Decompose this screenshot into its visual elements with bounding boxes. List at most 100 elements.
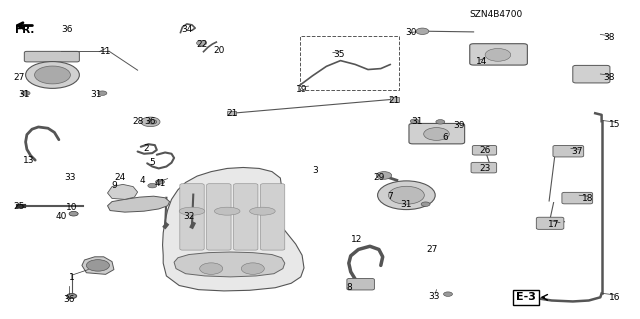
FancyBboxPatch shape — [234, 184, 258, 250]
Text: 33: 33 — [65, 173, 76, 182]
Ellipse shape — [179, 207, 205, 215]
Circle shape — [67, 294, 76, 298]
Text: 38: 38 — [604, 73, 615, 82]
Text: 18: 18 — [582, 194, 593, 203]
Circle shape — [416, 28, 429, 34]
Circle shape — [148, 120, 157, 124]
Circle shape — [26, 62, 79, 88]
Text: 30: 30 — [405, 28, 417, 37]
Circle shape — [241, 263, 264, 274]
Polygon shape — [82, 257, 114, 274]
Text: 13: 13 — [23, 156, 35, 165]
Text: 15: 15 — [609, 120, 620, 129]
FancyBboxPatch shape — [573, 65, 610, 83]
Text: 6: 6 — [442, 133, 447, 142]
Polygon shape — [163, 167, 304, 291]
FancyBboxPatch shape — [470, 44, 527, 65]
Text: 22: 22 — [196, 40, 207, 48]
Text: 1: 1 — [70, 273, 75, 282]
Text: 36: 36 — [145, 117, 156, 126]
Text: 36: 36 — [61, 25, 73, 34]
FancyBboxPatch shape — [472, 145, 497, 155]
Text: 5: 5 — [150, 158, 155, 167]
Text: 36: 36 — [63, 295, 75, 304]
Ellipse shape — [250, 207, 275, 215]
Text: 25: 25 — [13, 202, 25, 211]
Text: 31: 31 — [90, 90, 102, 99]
Text: 4: 4 — [140, 176, 145, 185]
Circle shape — [156, 180, 164, 184]
FancyBboxPatch shape — [227, 111, 236, 115]
Text: SZN4B4700: SZN4B4700 — [469, 10, 523, 19]
Circle shape — [35, 66, 70, 84]
Text: FR.: FR. — [15, 25, 34, 35]
Circle shape — [424, 128, 449, 140]
Text: 20: 20 — [213, 46, 225, 55]
Circle shape — [98, 91, 107, 95]
Text: 28: 28 — [132, 117, 143, 126]
Text: E-3: E-3 — [516, 292, 536, 302]
Circle shape — [148, 183, 157, 188]
Text: 2: 2 — [143, 144, 148, 153]
Text: 23: 23 — [479, 164, 491, 173]
Text: 19: 19 — [296, 85, 308, 94]
Text: 39: 39 — [454, 121, 465, 130]
Circle shape — [485, 48, 511, 61]
Text: 34: 34 — [181, 25, 193, 34]
Text: 21: 21 — [226, 109, 237, 118]
Text: 29: 29 — [373, 173, 385, 182]
Circle shape — [444, 292, 452, 296]
Text: 12: 12 — [351, 235, 363, 244]
Text: 27: 27 — [13, 73, 25, 82]
Text: 27: 27 — [426, 245, 438, 254]
Text: 31: 31 — [401, 200, 412, 209]
Circle shape — [67, 293, 77, 299]
Text: 32: 32 — [183, 212, 195, 221]
Circle shape — [410, 119, 419, 123]
FancyBboxPatch shape — [471, 162, 497, 173]
Circle shape — [378, 181, 435, 210]
FancyBboxPatch shape — [24, 51, 79, 62]
Text: 26: 26 — [479, 146, 491, 155]
Circle shape — [69, 211, 78, 216]
FancyBboxPatch shape — [409, 123, 465, 144]
Bar — [300, 36, 399, 90]
Polygon shape — [108, 196, 170, 212]
Circle shape — [376, 172, 392, 179]
Circle shape — [86, 260, 109, 271]
Text: 41: 41 — [154, 179, 166, 188]
Text: 9: 9 — [111, 181, 116, 190]
FancyBboxPatch shape — [390, 97, 399, 102]
Circle shape — [69, 211, 78, 216]
Text: 24: 24 — [115, 173, 126, 182]
FancyBboxPatch shape — [347, 278, 374, 290]
Text: 8: 8 — [346, 283, 351, 292]
Text: 7: 7 — [388, 192, 393, 201]
Polygon shape — [174, 252, 285, 277]
Text: 31: 31 — [412, 117, 423, 126]
Text: 21: 21 — [388, 96, 399, 105]
Text: 40: 40 — [55, 212, 67, 221]
Circle shape — [436, 120, 445, 124]
Circle shape — [141, 117, 160, 127]
FancyBboxPatch shape — [553, 145, 584, 157]
FancyBboxPatch shape — [562, 192, 593, 204]
Text: 16: 16 — [609, 293, 620, 302]
FancyBboxPatch shape — [180, 184, 204, 250]
Circle shape — [21, 91, 30, 95]
Circle shape — [200, 263, 223, 274]
Circle shape — [196, 41, 207, 46]
Circle shape — [388, 186, 424, 204]
Text: 3: 3 — [312, 166, 317, 175]
Text: 35: 35 — [333, 50, 345, 59]
Text: 17: 17 — [548, 220, 559, 229]
FancyBboxPatch shape — [260, 184, 285, 250]
Text: 33: 33 — [428, 292, 440, 300]
FancyBboxPatch shape — [536, 217, 564, 229]
Text: 38: 38 — [604, 33, 615, 42]
Circle shape — [421, 202, 430, 206]
Ellipse shape — [214, 207, 240, 215]
Text: 31: 31 — [19, 90, 30, 99]
Polygon shape — [108, 184, 138, 199]
FancyBboxPatch shape — [207, 184, 231, 250]
